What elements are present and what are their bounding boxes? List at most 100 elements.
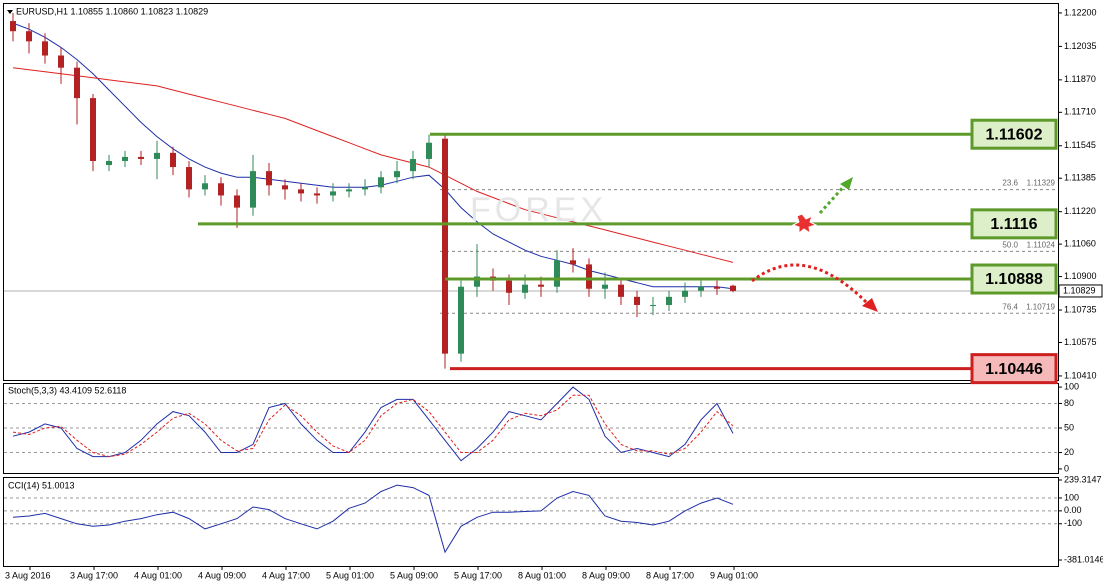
candle-body [394,171,400,178]
level-box [970,353,1058,385]
candle-body [10,21,16,32]
x-tick-label: 8 Aug 01:00 [518,570,566,580]
cci-tick-label: -381.0146 [1064,554,1103,564]
candle-body [634,296,640,305]
candle-body [474,276,480,287]
candle-body [122,156,128,161]
bearish-arrow [751,263,870,306]
candle-body [570,260,576,265]
stoch-main [12,386,734,462]
main-panel [3,3,1059,381]
x-tick-label: 8 Aug 09:00 [582,570,630,580]
candle-body [298,189,304,194]
cci-tick-label: -100 [1064,518,1082,528]
x-tick-label: 8 Aug 17:00 [646,570,694,580]
menu-triangle [7,10,13,14]
bullish-arrowhead [840,177,853,190]
fib-level: 76.4 [1002,302,1018,311]
cci-line [12,484,734,554]
candle-body [426,142,432,159]
candle-body [266,171,272,186]
candle-body [42,41,48,56]
candle-body [250,171,256,208]
candle-body [698,286,704,291]
candle-body [602,284,608,289]
stoch-signal [12,394,734,458]
candle-body [170,152,176,168]
candle-body [138,156,144,159]
candle-body [202,183,208,190]
y-tick-label: 1.11220 [1064,206,1096,216]
level-box [970,118,1058,150]
y-tick-label: 1.10575 [1064,337,1097,347]
candle-body [346,189,352,192]
fib-price: 1.11024 [1027,241,1056,250]
x-tick-label: 5 Aug 17:00 [454,570,502,580]
candle-body [90,98,96,161]
candle-body [538,284,544,287]
x-tick-label: 9 Aug 01:00 [710,570,758,580]
level-label: 1.11602 [986,126,1043,143]
level-label: 1.10888 [985,271,1043,288]
stoch-tick-label: 80 [1064,398,1074,408]
candle-body [154,152,160,159]
cci-panel [3,477,1059,567]
current-price-label: 1.10829 [1063,285,1096,295]
y-tick-label: 1.10410 [1064,370,1097,380]
candle-body [362,187,368,190]
stoch-tick-label: 100 [1064,381,1079,391]
candle-body [58,55,64,68]
candle-body [458,286,464,354]
candle-body [218,183,224,196]
candle-body [650,304,656,306]
moving-average [12,67,734,263]
candle-body [106,160,112,166]
candle-body [378,177,384,188]
current-price-box [1058,284,1103,298]
fib-level: 23.6 [1002,179,1018,188]
y-tick-label: 1.12200 [1064,7,1097,17]
level-label: 1.1116 [990,216,1037,233]
stoch-title: Stoch(5,3,3) 43.4109 52.6118 [8,385,126,395]
cci-tick-label: 100 [1064,492,1079,502]
candle-body [666,296,672,305]
fib-level: 50.0 [1002,241,1018,250]
y-tick-label: 1.10735 [1064,304,1097,314]
candle-body [282,185,288,190]
y-tick-label: 1.11385 [1064,173,1096,183]
x-tick-label: 5 Aug 01:00 [326,570,374,580]
break-icon [791,213,818,235]
level-box [970,263,1058,295]
fib-price: 1.10719 [1026,302,1055,311]
candle-body [618,284,624,297]
x-tick-label: 4 Aug 17:00 [262,570,310,580]
bearish-arrowhead [862,298,878,312]
candle-body [554,260,560,287]
x-tick-label: 3 Aug 2016 [5,570,51,580]
candle-body [442,138,448,354]
plot-layer: 1.12200 1.12035 1.11870 1.11710 1.11545 1.113… [4,7,1103,580]
candle-body [74,67,80,99]
stoch-tick-label: 50 [1064,422,1074,432]
level-label: 1.10446 [985,361,1043,378]
candle-body [314,193,320,196]
stoch-tick-label: 0 [1064,463,1069,473]
candle-body [730,285,736,291]
candle-body [410,158,416,172]
candle-body [506,280,512,293]
candle-body [714,286,720,289]
y-tick-label: 1.12035 [1064,41,1097,51]
chart-header: EURUSD,H1 1.10855 1.10860 1.10823 1.1082… [16,6,208,16]
x-tick-label: 3 Aug 17:00 [70,570,118,580]
y-tick-label: 1.11060 [1064,239,1096,249]
candle-body [522,284,528,293]
candle-body [186,167,192,190]
level-box [970,208,1058,240]
cci-tick-label: 0.00 [1064,505,1082,515]
candle-body [682,290,688,297]
cci-title: CCI(14) 51.0013 [8,480,75,490]
candle-body [234,195,240,208]
watermark: FOREX [470,191,607,229]
